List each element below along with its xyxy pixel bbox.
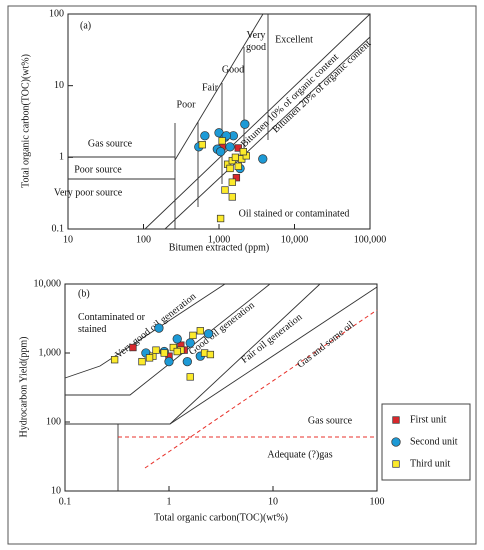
data-point: [239, 148, 247, 156]
region-label: Oil stained or contaminated: [239, 208, 350, 219]
region-label: Poor: [177, 99, 197, 110]
region-label: Gas source: [88, 138, 133, 149]
region-label: Very poor source: [54, 187, 123, 198]
region-label: Poor source: [74, 164, 122, 175]
data-point: [225, 142, 235, 152]
data-point: [145, 354, 154, 362]
gas-threshold: [144, 309, 378, 469]
data-point: [258, 154, 268, 164]
legend-label: Third unit: [410, 458, 450, 469]
data-point: [182, 356, 192, 367]
x-tick-label: 10: [268, 496, 278, 507]
data-point: [110, 356, 119, 364]
data-point: [196, 327, 204, 335]
y-tick-label: 10: [54, 80, 64, 91]
region-boundary: [64, 283, 226, 379]
frame: [7, 5, 477, 545]
data-point: [218, 137, 226, 145]
data-point: [189, 331, 197, 340]
x-tick-label: 10: [63, 234, 73, 245]
y-tick-label: 100: [49, 8, 64, 19]
data-point: [138, 357, 146, 366]
y-tick-label: 1,000: [39, 347, 62, 358]
x-axis-title: Bitumen extracted (ppm): [169, 242, 270, 253]
x-tick-label: 0.1: [59, 496, 72, 507]
plot-area: [64, 283, 378, 492]
data-point: [169, 343, 177, 352]
x-tick-label: 10,000: [281, 234, 309, 245]
region-label: Gas and some oil: [295, 319, 356, 370]
region-label: Adequate (?)gas: [267, 449, 332, 460]
region-label: Bitumen 10% of organic content: [239, 52, 341, 150]
region-label: Contaminated or stained: [78, 312, 146, 335]
data-point: [231, 153, 240, 161]
data-point: [164, 356, 174, 367]
data-point: [226, 164, 234, 173]
data-point: [232, 174, 241, 182]
region-label: Very good: [246, 30, 266, 53]
x-axis-title: Total organic carbon(TOC)(wt%): [154, 512, 288, 523]
y-tick-label: 0.1: [52, 223, 65, 234]
panel-label: (b): [78, 288, 90, 299]
region-label: Bitumen 20% of organic content: [270, 38, 373, 135]
legend-label: Second unit: [410, 436, 458, 447]
data-point: [129, 343, 137, 352]
y-tick-label: 10,000: [34, 278, 62, 289]
region-boundary: [174, 13, 264, 161]
x-tick-label: 100: [370, 496, 385, 507]
legend-marker: [392, 416, 400, 424]
data-point: [221, 186, 229, 194]
region-label: Fair oil generation: [239, 312, 304, 366]
region-label: Gas source: [308, 415, 353, 426]
data-point: [240, 119, 250, 129]
data-point: [173, 347, 181, 356]
legend-marker: [391, 437, 401, 447]
data-point: [172, 334, 182, 344]
data-point: [154, 323, 164, 333]
data-point: [160, 349, 168, 357]
data-point: [186, 373, 194, 381]
y-tick-label: 1: [59, 152, 64, 163]
panel-label: (a): [80, 20, 91, 31]
y-axis-title: Total organic carbon(TOC)(wt%): [20, 54, 31, 188]
x-tick-label: 1: [167, 496, 172, 507]
data-point: [216, 214, 225, 223]
data-point: [203, 329, 214, 339]
data-point: [185, 338, 195, 348]
y-tick-label: 10: [51, 485, 61, 496]
x-tick-label: 100: [136, 234, 151, 245]
data-point: [234, 162, 242, 170]
data-point: [152, 346, 160, 354]
data-point: [198, 141, 206, 149]
legend-marker: [392, 460, 400, 468]
data-point: [206, 350, 215, 359]
x-tick-label: 100,000: [354, 234, 387, 245]
data-point: [228, 193, 236, 201]
region-boundary: [65, 283, 271, 396]
region-boundary: [144, 13, 371, 230]
legend-label: First unit: [410, 414, 447, 425]
y-axis-title: Hydrocarbon Yield(ppm): [18, 337, 29, 438]
region-boundary: [164, 36, 371, 230]
region-label: Good: [222, 64, 244, 75]
x-tick-label: 1,000: [208, 234, 231, 245]
region-label: Excellent: [275, 34, 313, 45]
y-tick-label: 100: [46, 416, 61, 427]
data-point: [200, 131, 210, 141]
region-label: Fair: [202, 82, 219, 93]
region-boundary: [169, 286, 378, 425]
data-point: [228, 178, 236, 186]
data-point: [215, 147, 226, 157]
data-point: [234, 144, 242, 152]
